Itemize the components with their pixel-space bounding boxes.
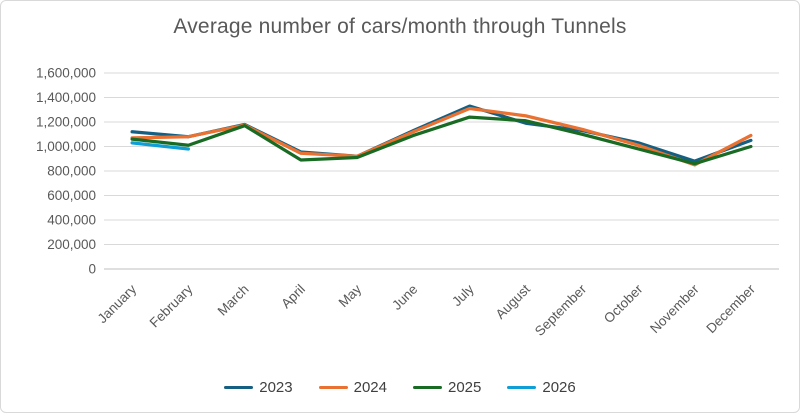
legend-line-swatch-2023 [224, 385, 254, 390]
legend-item-2026[interactable]: 2026 [507, 379, 576, 396]
x-axis-month-label: December [703, 281, 758, 336]
chart-legend: 2023 2024 2025 2026 [1, 379, 799, 396]
x-axis-month-label: May [336, 281, 365, 310]
x-axis-month-label: March [215, 282, 252, 319]
x-axis-month-label: January [95, 281, 140, 326]
legend-line-swatch-2026 [507, 385, 537, 390]
y-axis-tick-label: 600,000 [47, 188, 96, 203]
x-axis-month-label: August [493, 281, 534, 322]
x-axis-month-label: October [601, 281, 646, 326]
chart-title: Average number of cars/month through Tun… [173, 15, 627, 38]
legend-item-2023[interactable]: 2023 [224, 379, 293, 396]
series-line-2024[interactable] [130, 106, 753, 167]
legend-line-swatch-2025 [413, 385, 442, 390]
y-axis-tick-label: 1,600,000 [36, 66, 96, 81]
y-axis-tick-label: 200,000 [47, 237, 96, 252]
y-axis-tick-label: 800,000 [47, 164, 96, 179]
y-axis-tick-label: 1,200,000 [36, 115, 96, 130]
legend-label: 2024 [353, 379, 387, 396]
x-axis-month-label: February [147, 281, 196, 330]
legend-label: 2026 [542, 379, 576, 396]
legend-label: 2023 [259, 379, 293, 396]
y-axis-tick-label: 400,000 [47, 213, 96, 228]
x-axis-month-label: April [278, 282, 308, 312]
series-line-2026[interactable] [130, 141, 190, 151]
x-axis-month-label: September [532, 281, 590, 339]
legend-item-2025[interactable]: 2025 [413, 379, 481, 396]
y-axis-tick-label: 1,400,000 [36, 90, 96, 105]
y-axis-tick-label: 0 [88, 262, 96, 277]
x-axis-month-label: July [449, 281, 477, 309]
x-axis-month-label: November [647, 281, 702, 336]
series-line-2025[interactable] [130, 115, 753, 166]
legend-line-swatch-2024 [318, 385, 348, 390]
x-axis-month-label: June [389, 282, 420, 313]
legend-item-2024[interactable]: 2024 [318, 379, 387, 396]
y-axis-tick-label: 1,000,000 [36, 139, 96, 154]
legend-label: 2025 [448, 379, 482, 396]
